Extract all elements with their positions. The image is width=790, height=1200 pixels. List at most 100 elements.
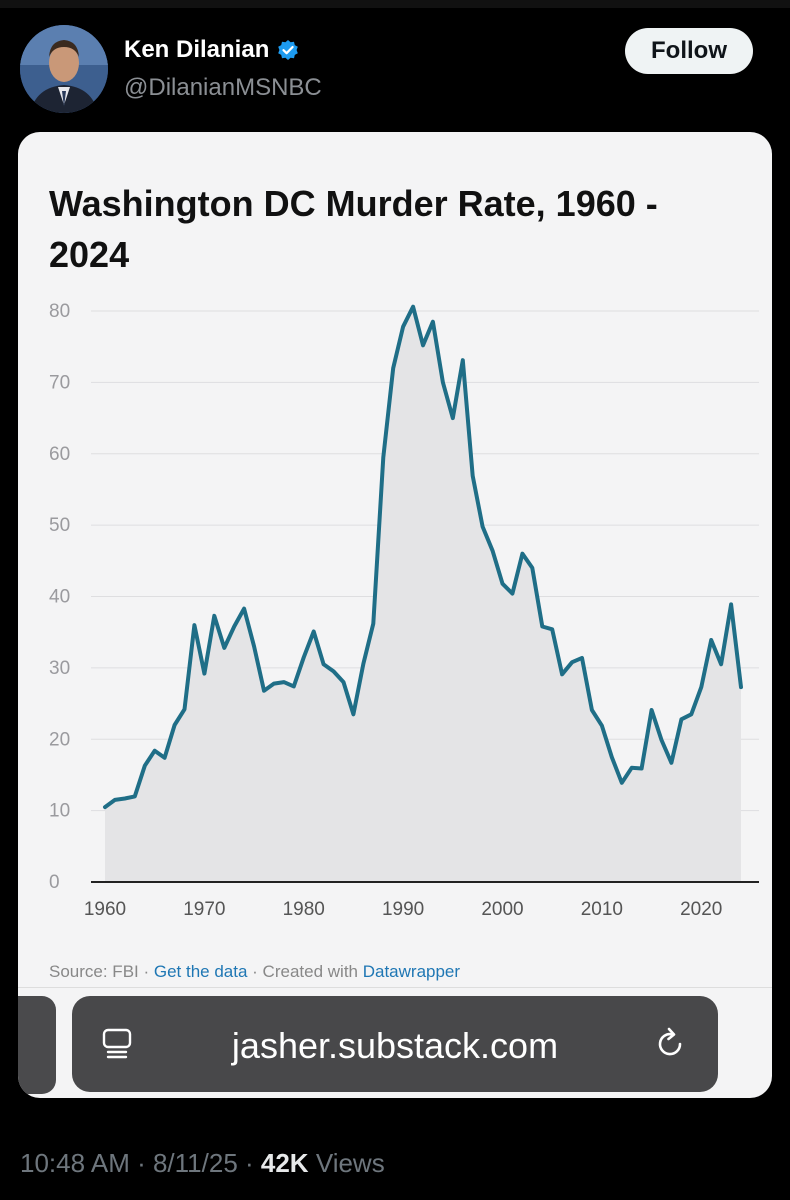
datawrapper-link[interactable]: Datawrapper bbox=[362, 962, 461, 981]
data-point bbox=[371, 622, 375, 626]
profile-photo-icon bbox=[20, 25, 108, 113]
chart-title: Washington DC Murder Rate, 1960 - 2024 bbox=[49, 183, 658, 275]
y-tick-label: 10 bbox=[49, 801, 70, 822]
data-point bbox=[183, 707, 187, 711]
data-point bbox=[411, 305, 415, 309]
post-timestamp[interactable]: 10:48 AM · 8/11/25 · bbox=[20, 1148, 261, 1178]
data-point bbox=[739, 685, 743, 689]
author-handle[interactable]: @DilanianMSNBC bbox=[124, 74, 322, 101]
y-tick-label: 40 bbox=[49, 587, 70, 608]
data-point bbox=[709, 638, 713, 642]
data-point bbox=[232, 624, 236, 628]
data-point bbox=[640, 767, 644, 771]
data-point bbox=[212, 614, 216, 618]
y-tick-label: 60 bbox=[49, 444, 70, 465]
y-tick-label: 30 bbox=[49, 658, 70, 679]
x-tick-label: 2000 bbox=[481, 899, 523, 920]
follow-button[interactable]: Follow bbox=[625, 28, 753, 74]
data-point bbox=[560, 672, 564, 676]
data-point bbox=[242, 607, 246, 611]
tabs-icon[interactable] bbox=[100, 1026, 136, 1062]
data-point bbox=[163, 756, 167, 760]
y-tick-labels: 0 10 20 30 40 50 60 70 80 bbox=[49, 301, 70, 893]
data-point bbox=[570, 660, 574, 664]
data-point bbox=[322, 662, 326, 666]
views-count: 42K bbox=[260, 1148, 309, 1178]
chart-svg: 0 10 20 30 40 50 60 70 80 1960 1970 1980 1990 2000 20… bbox=[49, 301, 759, 920]
chart-card[interactable]: Washington DC Murder Rate, 1960 - 2024 0… bbox=[18, 132, 772, 1098]
data-point bbox=[133, 794, 137, 798]
data-point bbox=[729, 602, 733, 606]
data-point bbox=[103, 805, 107, 809]
verified-badge-icon bbox=[278, 40, 299, 60]
data-point bbox=[282, 680, 286, 684]
data-point bbox=[391, 366, 395, 370]
reload-icon[interactable] bbox=[652, 1026, 688, 1062]
data-point bbox=[481, 525, 485, 529]
data-point bbox=[302, 655, 306, 659]
data-point bbox=[660, 738, 664, 742]
x-tick-label: 2020 bbox=[680, 899, 722, 920]
source-line: Source: FBI · Get the data · Created wit… bbox=[49, 962, 460, 982]
data-point bbox=[471, 474, 475, 478]
data-point bbox=[679, 717, 683, 721]
divider bbox=[18, 987, 772, 988]
url-bar[interactable]: jasher.substack.com bbox=[72, 996, 718, 1092]
data-point bbox=[540, 624, 544, 628]
data-point bbox=[361, 662, 365, 666]
data-point bbox=[550, 627, 554, 631]
data-point bbox=[113, 798, 117, 802]
data-point bbox=[461, 358, 465, 362]
data-point bbox=[381, 455, 385, 459]
area-fill bbox=[105, 306, 741, 882]
post-meta: 10:48 AM · 8/11/25 · 42K Views bbox=[20, 1148, 385, 1179]
get-data-link[interactable]: Get the data bbox=[153, 962, 248, 981]
data-point bbox=[292, 684, 296, 688]
data-point bbox=[669, 761, 673, 765]
data-point bbox=[530, 566, 534, 570]
source-text: Source: FBI · bbox=[49, 962, 154, 981]
data-point bbox=[222, 646, 226, 650]
data-point bbox=[699, 685, 703, 689]
data-point bbox=[689, 712, 693, 716]
data-point bbox=[401, 325, 405, 329]
data-point bbox=[143, 764, 147, 768]
x-tick-label: 1960 bbox=[84, 899, 126, 920]
data-point bbox=[312, 629, 316, 633]
created-with-text: · Created with bbox=[247, 962, 363, 981]
data-point bbox=[431, 320, 435, 324]
data-point bbox=[351, 712, 355, 716]
url-text[interactable]: jasher.substack.com bbox=[231, 1025, 559, 1066]
data-point bbox=[719, 662, 723, 666]
x-tick-labels: 1960 1970 1980 1990 2000 2010 2020 bbox=[84, 899, 723, 920]
data-point bbox=[491, 549, 495, 553]
y-tick-label: 0 bbox=[49, 872, 60, 893]
avatar[interactable] bbox=[20, 25, 108, 113]
author-name[interactable]: Ken Dilanian bbox=[124, 36, 270, 63]
data-point bbox=[153, 749, 157, 753]
data-point bbox=[501, 582, 505, 586]
data-point bbox=[451, 416, 455, 420]
data-point bbox=[580, 656, 584, 660]
data-point bbox=[441, 380, 445, 384]
y-tick-label: 70 bbox=[49, 372, 70, 393]
previous-tab[interactable] bbox=[18, 996, 56, 1094]
data-point bbox=[600, 724, 604, 728]
x-tick-label: 1990 bbox=[382, 899, 424, 920]
data-point bbox=[590, 708, 594, 712]
data-point bbox=[262, 689, 266, 693]
x-tick-label: 2010 bbox=[581, 899, 623, 920]
data-point bbox=[173, 723, 177, 727]
data-point bbox=[123, 796, 127, 800]
x-tick-label: 1970 bbox=[183, 899, 225, 920]
views-label: Views bbox=[308, 1148, 385, 1178]
data-point bbox=[610, 755, 614, 759]
author-row: Ken Dilanian bbox=[124, 36, 299, 64]
data-point bbox=[342, 680, 346, 684]
data-point bbox=[202, 672, 206, 676]
y-tick-label: 20 bbox=[49, 729, 70, 750]
data-point bbox=[630, 766, 634, 770]
top-edge bbox=[0, 0, 790, 8]
y-tick-label: 80 bbox=[49, 301, 70, 322]
data-point bbox=[192, 623, 196, 627]
